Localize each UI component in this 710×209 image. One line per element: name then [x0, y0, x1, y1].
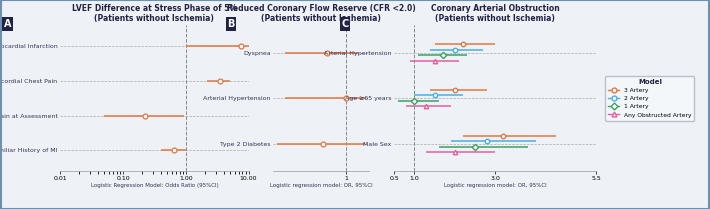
Text: B: B	[227, 19, 235, 29]
Text: C: C	[342, 19, 349, 29]
X-axis label: Logistic Regression Model: Odds Ratio (95%CI): Logistic Regression Model: Odds Ratio (9…	[91, 183, 218, 188]
Legend: 3 Artery, 2 Artery, 1 Artery, Any Obstructed Artery: 3 Artery, 2 Artery, 1 Artery, Any Obstru…	[606, 76, 694, 121]
X-axis label: Logistic regression model: OR, 95%CI: Logistic regression model: OR, 95%CI	[444, 183, 547, 188]
Title: LVEF Difference at Stress Phase of 5%
(Patients without Ischemia): LVEF Difference at Stress Phase of 5% (P…	[72, 4, 237, 23]
Text: A: A	[4, 19, 11, 29]
Title: Reduced Coronary Flow Reserve (CFR <2.0)
(Patients without Ischemia): Reduced Coronary Flow Reserve (CFR <2.0)…	[227, 4, 415, 23]
Title: Coronary Arterial Obstruction
(Patients without Ischemia): Coronary Arterial Obstruction (Patients …	[431, 4, 559, 23]
X-axis label: Logistic regression model: OR, 95%CI: Logistic regression model: OR, 95%CI	[270, 183, 373, 188]
